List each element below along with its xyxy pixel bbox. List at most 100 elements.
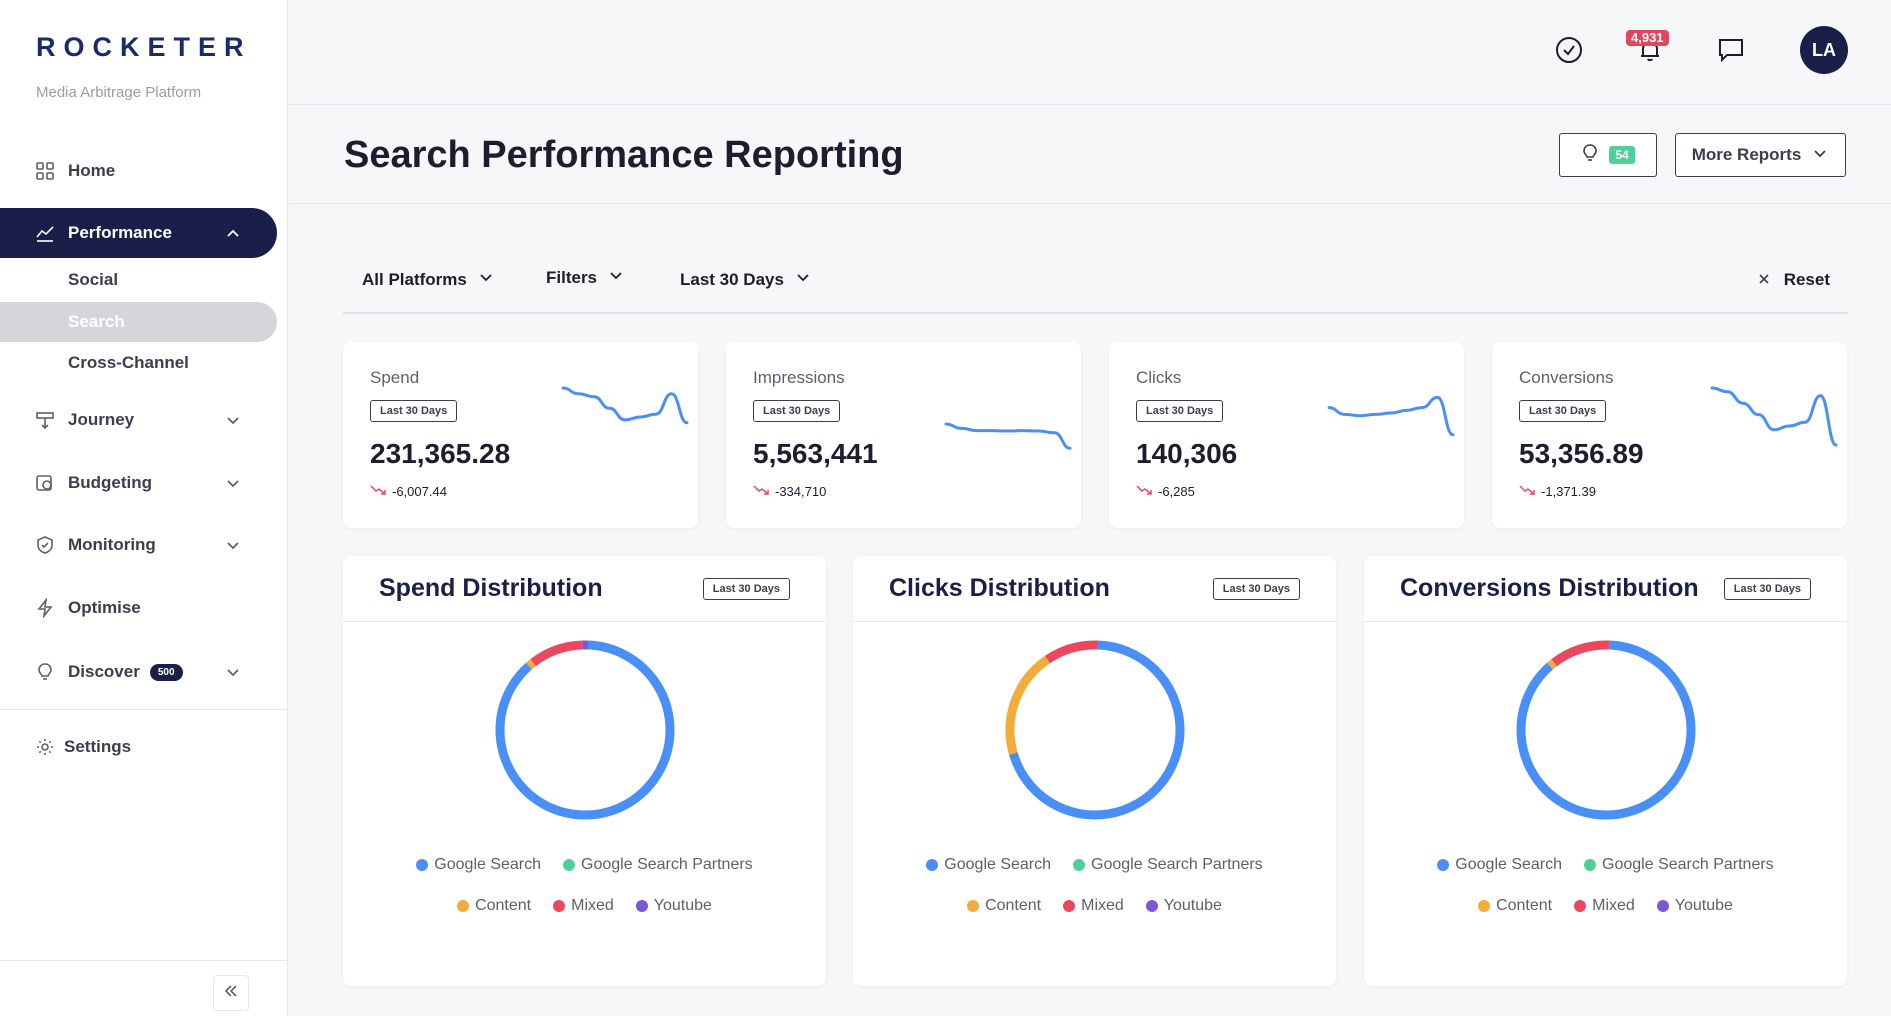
sidebar-item-label: Home — [68, 161, 116, 180]
chat-icon[interactable] — [1716, 35, 1746, 65]
legend-item-google-search[interactable]: Google Search — [1437, 856, 1562, 874]
kpi-value: 53,356.89 — [1519, 438, 1644, 469]
donut-slice-content[interactable] — [1005, 655, 1051, 755]
chevron-down-icon[interactable] — [223, 473, 243, 493]
legend-label: Content — [985, 897, 1042, 914]
period-badge: Last 30 Days — [370, 400, 458, 422]
legend-item-google-search[interactable]: Google Search — [416, 856, 541, 874]
legend-item-mixed[interactable]: Mixed — [1574, 897, 1635, 915]
donut-slice-mixed[interactable] — [530, 640, 583, 667]
legend-item-content[interactable]: Content — [457, 897, 531, 915]
sparkline-path — [561, 386, 689, 425]
sidebar-divider — [0, 709, 288, 710]
kpi-card-spend[interactable]: Spend Last 30 Days 231,365.28 -6,007.44 — [343, 342, 698, 528]
kpi-card-clicks[interactable]: Clicks Last 30 Days 140,306 -6,285 — [1109, 342, 1464, 528]
kpi-delta: -1,371.39 — [1519, 484, 1596, 499]
brand-logo[interactable]: ROCKETER — [36, 32, 252, 62]
legend-item-mixed[interactable]: Mixed — [553, 897, 614, 915]
kpi-delta-value: -6,007.44 — [392, 484, 447, 499]
reset-button[interactable]: Reset — [1758, 270, 1830, 290]
sidebar-item-optimise[interactable]: Optimise — [0, 583, 277, 633]
sidebar-item-home[interactable]: Home — [0, 146, 277, 196]
sidebar-item-discover[interactable]: Discover 500 — [0, 647, 277, 697]
grid-icon — [34, 160, 56, 182]
chart-legend: Content Mixed Youtube — [853, 897, 1336, 915]
chart-legend: Google Search Google Search Partners — [1364, 856, 1847, 874]
legend-item-content[interactable]: Content — [967, 897, 1041, 915]
spend-donut-chart[interactable] — [493, 638, 677, 822]
legend-item-youtube[interactable]: Youtube — [1145, 897, 1222, 915]
chevron-down-icon[interactable] — [223, 410, 243, 430]
kpi-delta-value: -334,710 — [775, 484, 827, 499]
sparkline-path — [1327, 395, 1455, 437]
budget-icon — [34, 472, 56, 494]
spend-sparkline — [561, 386, 689, 425]
donut-slice-content[interactable] — [526, 659, 536, 670]
sidebar-subitem-social[interactable]: Social — [68, 270, 119, 289]
sidebar-item-label: Monitoring — [68, 535, 156, 554]
sparkline-path — [944, 422, 1072, 450]
sidebar-item-settings[interactable]: Settings — [0, 722, 277, 772]
chevron-down-icon — [794, 268, 812, 291]
ideas-button[interactable]: 54 — [1559, 133, 1657, 177]
date-range-label: Last 30 Days — [680, 269, 784, 289]
legend-label: Google Search — [944, 856, 1052, 873]
donut-slice-mixed[interactable] — [1044, 640, 1099, 664]
card-title: Spend Distribution — [379, 574, 603, 602]
donut-slice-google-search[interactable] — [1516, 640, 1696, 820]
chevron-down-icon[interactable] — [223, 535, 243, 555]
legend-item-google-search-partners[interactable]: Google Search Partners — [563, 856, 753, 874]
kpi-card-impressions[interactable]: Impressions Last 30 Days 5,563,441 -334,… — [726, 342, 1081, 528]
date-range-dropdown[interactable]: Last 30 Days — [680, 268, 812, 291]
legend-item-mixed[interactable]: Mixed — [1063, 897, 1124, 915]
legend-label: Youtube — [1674, 897, 1733, 914]
legend-item-youtube[interactable]: Youtube — [635, 897, 712, 915]
tasks-check-icon[interactable] — [1554, 35, 1584, 65]
double-chevron-left-icon — [222, 982, 240, 1005]
impressions-sparkline — [944, 422, 1072, 450]
kpi-delta: -6,007.44 — [370, 484, 447, 499]
donut-slice-mixed[interactable] — [1551, 640, 1610, 667]
sidebar-item-label: Budgeting — [68, 473, 153, 492]
legend-item-content[interactable]: Content — [1478, 897, 1552, 915]
platforms-dropdown[interactable]: All Platforms — [362, 268, 495, 291]
more-reports-button[interactable]: More Reports — [1675, 133, 1846, 177]
filters-dropdown[interactable]: Filters — [546, 266, 625, 289]
chart-legend: Google Search Google Search Partners — [853, 856, 1336, 874]
conversions-donut-chart[interactable] — [1514, 638, 1698, 822]
period-badge: Last 30 Days — [1212, 578, 1300, 600]
donut-slice-content[interactable] — [1547, 659, 1557, 670]
period-badge: Last 30 Days — [1723, 578, 1811, 600]
chevron-up-icon[interactable] — [223, 223, 243, 243]
collapse-sidebar-button[interactable] — [213, 975, 249, 1011]
sidebar-item-budgeting[interactable]: Budgeting — [0, 458, 277, 508]
legend-item-google-search-partners[interactable]: Google Search Partners — [1584, 856, 1774, 874]
sidebar-subitem-cross-channel[interactable]: Cross-Channel — [68, 353, 189, 372]
sidebar-item-monitoring[interactable]: Monitoring — [0, 520, 277, 570]
sidebar-subitem-search[interactable]: Search — [0, 302, 277, 342]
reset-label: Reset — [1783, 270, 1830, 289]
card-title: Clicks Distribution — [889, 574, 1110, 602]
donut-slice-google-search[interactable] — [1008, 640, 1185, 820]
sidebar-item-label: Performance — [68, 223, 172, 242]
user-avatar[interactable]: LA — [1800, 26, 1848, 74]
clicks-distribution-card: Clicks Distribution Last 30 Days Google … — [853, 556, 1336, 986]
clicks-donut-chart[interactable] — [1003, 638, 1187, 822]
legend-label: Google Search — [1455, 856, 1563, 873]
close-icon — [1758, 270, 1770, 290]
sidebar-item-performance[interactable]: Performance — [0, 208, 277, 258]
donut-slice-google-search[interactable] — [495, 640, 675, 820]
chevron-down-icon[interactable] — [223, 662, 243, 682]
notification-count-badge: 4,931 — [1626, 30, 1669, 46]
kpi-delta: -6,285 — [1136, 484, 1195, 499]
more-reports-label: More Reports — [1691, 145, 1802, 164]
kpi-card-conversions[interactable]: Conversions Last 30 Days 53,356.89 -1,37… — [1492, 342, 1847, 528]
period-badge: Last 30 Days — [702, 578, 790, 600]
legend-item-youtube[interactable]: Youtube — [1656, 897, 1733, 915]
top-bar — [289, 0, 1891, 105]
legend-item-google-search[interactable]: Google Search — [926, 856, 1051, 874]
sidebar-item-journey[interactable]: Journey — [0, 395, 277, 445]
card-header: Clicks Distribution Last 30 Days — [853, 556, 1336, 622]
filter-bar: All Platforms Filters Last 30 Days Reset — [343, 256, 1848, 314]
legend-item-google-search-partners[interactable]: Google Search Partners — [1073, 856, 1263, 874]
